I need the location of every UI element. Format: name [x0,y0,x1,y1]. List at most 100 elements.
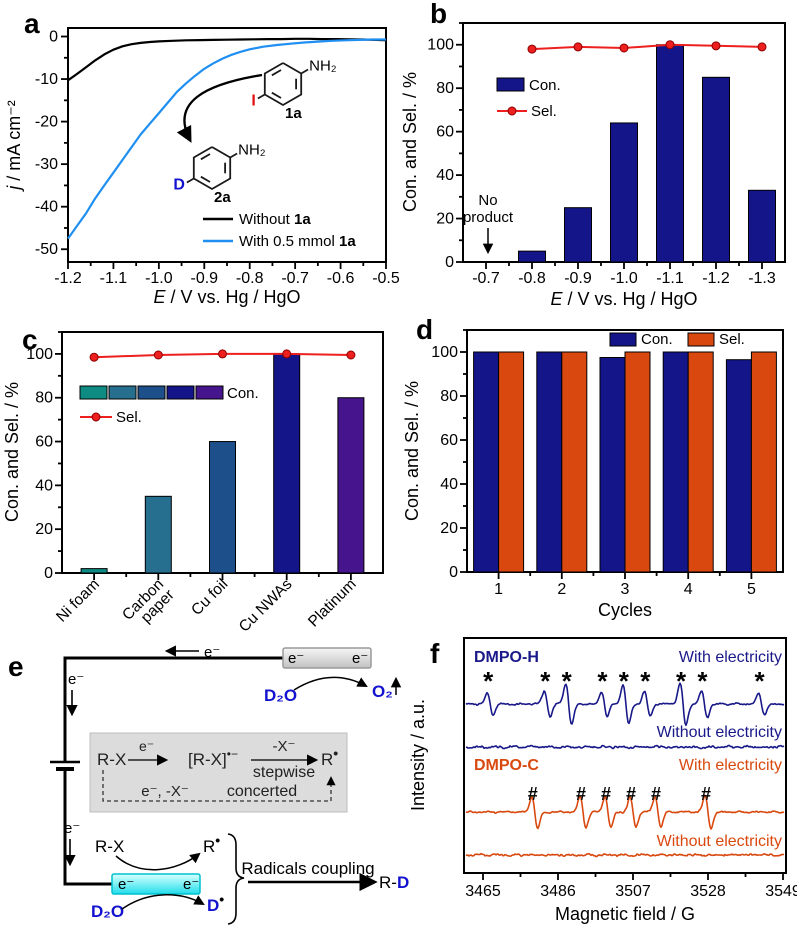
plot-frame [67,27,387,263]
sel-marker [665,40,675,50]
cathode-electron-label: e⁻ [183,876,199,893]
y-tick-label: 60 [35,434,53,451]
amine-bond [300,68,309,75]
o2-label: O₂ [372,682,393,701]
sel-marker [346,350,356,360]
rx-lower-label: R-X [95,837,124,856]
minus-x-label: -X⁻ [273,738,296,755]
mechanism-diagram: e⁻e⁻e⁻e⁻ e⁻D₂O O₂R-Xe⁻[R-X]•− -X⁻stepwiseR•… [50,644,409,925]
y-tick-label: 0 [44,565,53,582]
sel-marker [757,42,767,52]
amine-bond [229,152,238,159]
peak-marker: * [676,666,687,696]
x-tick-label: -0.8 [518,270,546,287]
label-part: With 0.5 mmol [239,233,339,250]
legend-marker-sel [91,412,101,422]
con-bar [144,495,172,574]
con-bar [536,351,563,573]
legend-label: Without 1a [239,211,311,228]
x-tick-label: -0.7 [281,270,309,287]
label-part: •− [227,747,238,761]
y-axis-title: Con. and Sel. / % [402,381,422,521]
legend-label-sel: Sel. [116,409,142,426]
x-tick-label: -1.0 [610,270,638,287]
legend-label: Sel. [719,331,745,348]
legend-swatch [609,332,637,347]
y-tick-label: -40 [35,199,58,216]
legend-swatch-con [166,385,195,400]
peak-marker: # [701,784,711,804]
sel-marker [89,352,99,362]
molecule-label: 2a [214,189,231,206]
panel-letter-c: c [22,324,38,355]
anode-electron-label: e⁻ [288,650,304,667]
trace-name-label: DMPO-C [474,757,539,774]
d-radical-label: D• [207,891,224,915]
con-bar [273,353,301,574]
trace-condition-label: With electricity [679,649,782,666]
annotation-no: No [478,192,497,209]
sel-marker [619,43,629,53]
y-tick-label: 40 [440,476,458,493]
x-tick-label: 5 [747,581,756,598]
label-part: D [207,896,219,915]
double-bond [271,91,282,99]
epr-trace [465,682,785,727]
label-part: [R-X] [188,750,227,769]
legend-swatch [687,332,715,347]
sel-marker [282,349,292,359]
peak-marker: # [601,784,611,804]
con-bar [564,207,592,263]
x-tick-line: Cu foil [188,576,231,619]
concerted-path [102,770,336,802]
r-radical-label: R• [321,745,338,769]
y-tick-label: 100 [427,37,454,54]
y-axis-title: Con. and Sel. / % [400,72,420,212]
x-tick-label: -1.2 [54,270,82,287]
legend-swatch-con [195,385,224,400]
epr-trace [465,794,785,830]
con-bar [599,357,626,573]
x-tick-label: -1.1 [656,270,684,287]
lsv-chart: -1.2 -1.1 -1.0 -0.9 -0.8 -0.7 -0.6 -0.5 0 -10 -20 -… [4,27,400,307]
y-tick-label: 40 [436,167,454,184]
panel-a-lsv: a -1.2 -1.1 -1.0 -0.9 -0.8 -0.7 -0.6 -0.5 0 -10 -2… [0,0,400,310]
label-part: / mA cm⁻² [4,100,24,186]
sel-bar [498,351,525,573]
con-bar [209,441,236,574]
con-bar [702,76,730,263]
trace-condition-label: With electricity [679,757,782,774]
substituent-label: I [251,93,255,110]
y-tick-label: 20 [436,211,454,228]
y-tick-label: -30 [35,156,58,173]
x-tick-label: -0.5 [372,270,400,287]
amine-label: NH₂ [238,142,266,159]
y-axis-title: Intensity / a.u. [408,699,428,811]
d2o-to-d-arrow [121,894,205,910]
plot-frame [463,637,787,874]
lsv-curve [67,38,386,240]
trace-name-label: DMPO-H [474,649,539,666]
stepwise-label: stepwise [253,764,315,781]
anode-electrode [282,647,372,669]
d2o-to-o2-arrow [293,676,368,691]
sel-marker [153,350,163,360]
panel-letter-b: b [430,0,448,29]
label-part: R- [379,873,397,892]
molecule-label: 1a [285,105,302,122]
x-tick-label: -1.1 [100,270,128,287]
legend-marker-sel [507,106,517,116]
con-bar [662,351,689,573]
reaction-arrow [176,73,263,143]
circuit-wire [63,656,283,762]
sel-marker [218,349,227,359]
electron-label: e⁻ [68,671,84,688]
panel-f-epr-chart: f 3465 3486 3507 3528 3549 Magnetic field / G… [400,620,797,937]
panel-letter-f: f [430,638,440,669]
d2o-label: D₂O [264,686,297,705]
label-part: R [321,750,333,769]
label-part: Without [239,211,294,228]
y-tick-label: 80 [436,80,454,97]
x-tick-label: 3549 [765,883,797,900]
